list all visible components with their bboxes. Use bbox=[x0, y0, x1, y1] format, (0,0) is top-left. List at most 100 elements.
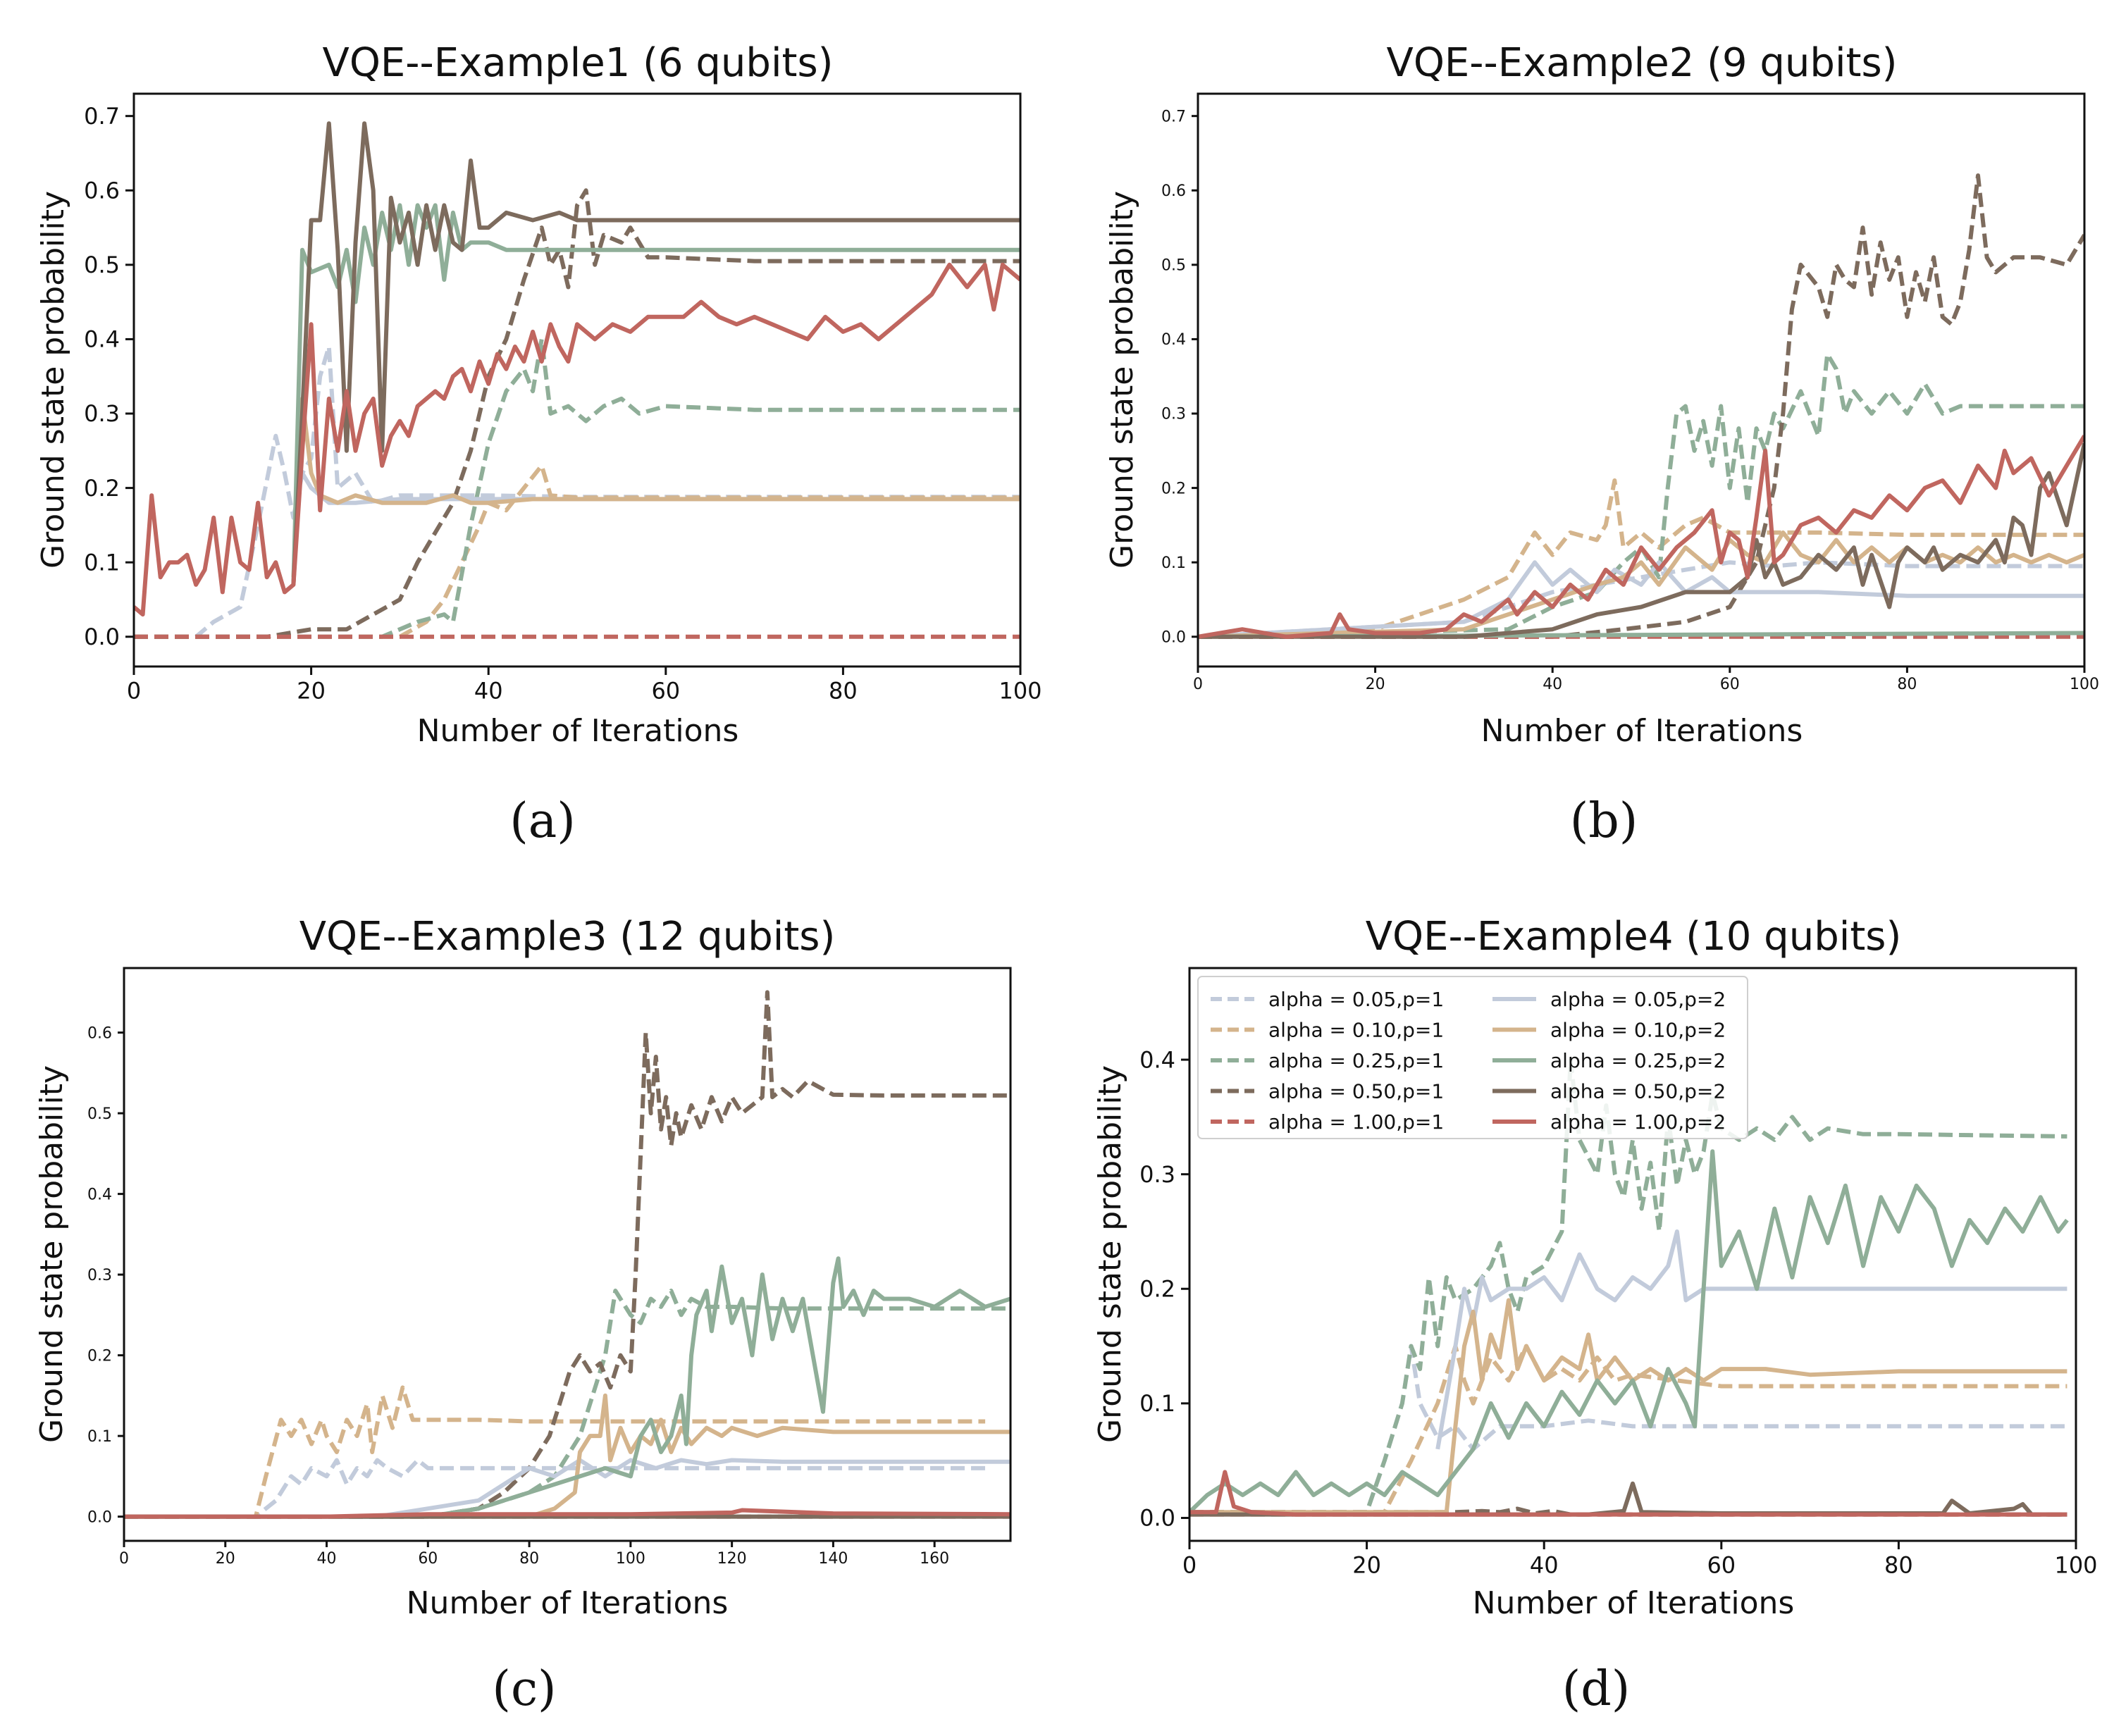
plot-frame bbox=[1188, 967, 2077, 1542]
panel-b: VQE--Example2 (9 qubits) 0 20 40 60 80 100 0.0… bbox=[1104, 40, 2099, 849]
plot-area-c: 0 20 40 60 80 100 120 140 160 0.0 0.1 0.2 0.3 0.4 0.5 0… bbox=[87, 967, 1012, 1568]
legend-label: alpha = 0.50,p=2 bbox=[1550, 1080, 1726, 1103]
x-tick-label: 40 bbox=[1543, 676, 1562, 693]
legend-label: alpha = 0.10,p=2 bbox=[1550, 1019, 1726, 1042]
y-tick-label: 0.5 bbox=[84, 252, 120, 278]
legend-label: alpha = 1.00,p=2 bbox=[1550, 1110, 1726, 1134]
series-group bbox=[1189, 1058, 2069, 1517]
series-line-8 bbox=[124, 1256, 1010, 1519]
y-tick-label: 0.4 bbox=[84, 326, 120, 353]
series-line-1 bbox=[124, 1458, 986, 1519]
x-tick-label: 60 bbox=[1707, 1552, 1736, 1579]
plot-background bbox=[1198, 94, 2084, 666]
x-tick-label: 80 bbox=[1897, 676, 1917, 693]
x-tick-label: 0 bbox=[119, 1550, 129, 1568]
y-tick-label: 0.1 bbox=[84, 549, 120, 576]
series-line-10 bbox=[124, 1508, 1010, 1519]
plot-background bbox=[124, 968, 1010, 1541]
x-tick-label: 40 bbox=[474, 678, 503, 705]
x-tick-label: 0 bbox=[1182, 1552, 1197, 1579]
x-tick-label: 80 bbox=[1884, 1552, 1913, 1579]
panel-d-xlabel: Number of Iterations bbox=[1473, 1585, 1795, 1621]
plot-frame bbox=[132, 92, 1022, 668]
y-tick-label: 0.1 bbox=[87, 1428, 112, 1446]
plot-background bbox=[134, 94, 1020, 666]
legend-box bbox=[1197, 976, 1748, 1139]
panel-a-caption: (a) bbox=[509, 793, 576, 849]
legend-label: alpha = 0.25,p=2 bbox=[1550, 1049, 1726, 1072]
panel-c-xlabel: Number of Iterations bbox=[407, 1585, 729, 1621]
series-line-2 bbox=[1198, 478, 2084, 639]
x-tick-label: 20 bbox=[1352, 1552, 1381, 1579]
x-tick-label: 100 bbox=[999, 678, 1041, 705]
legend-label: alpha = 0.10,p=1 bbox=[1268, 1019, 1444, 1042]
series-line-8 bbox=[1189, 1149, 2069, 1514]
x-tick-label: 60 bbox=[418, 1550, 438, 1568]
series-line-10 bbox=[134, 262, 1020, 617]
series-line-6 bbox=[291, 471, 1020, 519]
panel-c-ylabel: Ground state probability bbox=[34, 1065, 70, 1443]
y-tick-label: 0.6 bbox=[1161, 182, 1186, 200]
y-tick-label: 0.5 bbox=[1161, 257, 1186, 275]
x-tick-label: 0 bbox=[127, 678, 141, 705]
panel-c-title: VQE--Example3 (12 qubits) bbox=[299, 914, 836, 960]
x-tick-label: 100 bbox=[616, 1550, 645, 1568]
x-tick-label: 80 bbox=[519, 1550, 539, 1568]
series-line-2 bbox=[124, 1385, 986, 1519]
series-line-9 bbox=[1198, 442, 2084, 639]
panel-a-xlabel: Number of Iterations bbox=[417, 713, 739, 749]
legend-label: alpha = 0.05,p=1 bbox=[1268, 988, 1444, 1011]
series-line-7 bbox=[124, 1393, 1010, 1519]
x-tick-label: 60 bbox=[651, 678, 680, 705]
y-tick-label: 0.3 bbox=[84, 400, 120, 427]
y-tick-label: 0.0 bbox=[1161, 628, 1186, 646]
x-tick-label: 140 bbox=[818, 1550, 848, 1568]
y-tick-label: 0.5 bbox=[87, 1105, 112, 1123]
panel-b-caption: (b) bbox=[1570, 793, 1638, 849]
y-tick-label: 0.7 bbox=[1161, 108, 1186, 125]
y-tick-label: 0.6 bbox=[87, 1024, 112, 1042]
y-tick-label: 0.2 bbox=[84, 475, 120, 502]
series-line-3 bbox=[1198, 352, 2084, 639]
series-group bbox=[1198, 173, 2084, 639]
x-tick-label: 40 bbox=[1530, 1552, 1559, 1579]
y-tick-label: 0.3 bbox=[1161, 406, 1186, 423]
y-tick-label: 0.0 bbox=[87, 1508, 112, 1526]
panel-d: VQE--Example4 (10 qubits) 0 20 40 60 80 100 0.… bbox=[1092, 914, 2098, 1717]
y-tick-label: 0.7 bbox=[84, 103, 120, 130]
panel-b-xlabel: Number of Iterations bbox=[1481, 713, 1803, 749]
panel-c: VQE--Example3 (12 qubits) 0 20 40 60 80 100 12… bbox=[34, 914, 1012, 1717]
x-tick-label: 60 bbox=[1720, 676, 1740, 693]
x-tick-label: 100 bbox=[2054, 1552, 2097, 1579]
series-line-9 bbox=[291, 121, 1020, 585]
series-line-10 bbox=[1198, 435, 2084, 639]
series-line-7 bbox=[291, 396, 1020, 578]
legend: alpha = 0.05,p=1 alpha = 0.10,p=1 alpha = … bbox=[1197, 976, 1748, 1139]
series-line-6 bbox=[1435, 1229, 2067, 1450]
series-line-6 bbox=[1198, 560, 2084, 639]
panel-a-ylabel: Ground state probability bbox=[35, 191, 71, 569]
x-tick-label: 120 bbox=[717, 1550, 747, 1568]
series-line-3 bbox=[124, 1289, 1010, 1519]
x-tick-label: 160 bbox=[920, 1550, 949, 1568]
y-tick-label: 0.0 bbox=[1139, 1505, 1175, 1532]
series-line-4 bbox=[134, 188, 1020, 639]
y-tick-label: 0.1 bbox=[1139, 1390, 1175, 1417]
y-tick-label: 0.4 bbox=[1139, 1046, 1175, 1073]
y-tick-label: 0.3 bbox=[1139, 1161, 1175, 1188]
series-line-6 bbox=[124, 1458, 1010, 1519]
plot-frame bbox=[123, 967, 1012, 1542]
y-tick-label: 0.6 bbox=[84, 177, 120, 204]
x-tick-label: 100 bbox=[2070, 676, 2099, 693]
panel-d-caption: (d) bbox=[1562, 1661, 1631, 1717]
y-tick-label: 0.2 bbox=[87, 1347, 112, 1365]
x-tick-label: 20 bbox=[1366, 676, 1385, 693]
legend-label: alpha = 0.25,p=1 bbox=[1268, 1049, 1444, 1072]
y-tick-label: 0.4 bbox=[87, 1186, 112, 1203]
series-line-7 bbox=[1189, 1298, 2067, 1515]
panel-a: VQE--Example1 (6 qubits) 0 20 40 60 80 100 0.0… bbox=[35, 40, 1042, 849]
x-tick-label: 40 bbox=[317, 1550, 337, 1568]
x-tick-label: 20 bbox=[297, 678, 326, 705]
panel-c-caption: (c) bbox=[492, 1661, 556, 1717]
